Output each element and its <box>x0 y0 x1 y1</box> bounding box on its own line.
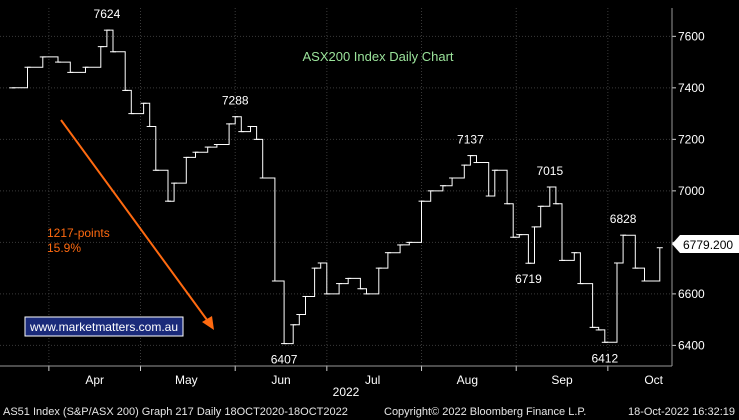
decline-arrow-head <box>202 316 214 330</box>
price-line <box>12 29 661 345</box>
y-tick-label: 7200 <box>678 132 705 146</box>
footer-bar: AS51 Index (S&P/ASX 200) Graph 217 Daily… <box>0 404 739 420</box>
x-tick-label: Jul <box>365 373 380 387</box>
x-tick-label: May <box>175 373 198 387</box>
last-value-tag: 6779.200 <box>672 235 739 253</box>
y-tick-label: 6400 <box>678 338 705 352</box>
peak-label: 7624 <box>94 7 121 21</box>
y-tick-label: 7000 <box>678 184 705 198</box>
peak-label: 7137 <box>457 133 484 147</box>
arrow-label-percent: 15.9% <box>47 241 81 255</box>
chart-background <box>0 0 739 404</box>
last-value-tag-shape <box>672 235 739 253</box>
x-tick-label: Oct <box>644 373 663 387</box>
peak-label: 6412 <box>591 351 618 365</box>
x-tick-label: Sep <box>551 373 573 387</box>
watermark-text: www.marketmatters.com.au <box>29 320 178 334</box>
y-tick-label: 6600 <box>678 287 705 301</box>
x-tick-label: Jun <box>271 373 290 387</box>
decline-arrow-line <box>60 119 211 325</box>
chart-title: ASX200 Index Daily Chart <box>302 49 453 64</box>
peak-label: 6407 <box>271 353 298 367</box>
x-tick-label: Aug <box>457 373 478 387</box>
y-axis-ticks: 6400660068007000720074007600 <box>671 8 705 366</box>
arrow-label-points: 1217-points <box>47 226 110 240</box>
peak-label: 6719 <box>515 272 542 286</box>
x-axis-ticks: Apr May Jun Jul Aug Sep Oct <box>0 365 672 387</box>
peak-label: 6828 <box>610 212 637 226</box>
footer-series-info: AS51 Index (S&P/ASX 200) Graph 217 Daily… <box>3 406 348 418</box>
price-series <box>9 29 663 345</box>
peak-label: 7015 <box>536 164 563 178</box>
year-label: 2022 <box>333 385 360 399</box>
y-tick-label: 7600 <box>678 29 705 43</box>
peak-label: 7288 <box>222 94 249 108</box>
footer-timestamp: 18-Oct-2022 16:32:19 <box>627 406 735 418</box>
footer-copyright: Copyright© 2022 Bloomberg Finance L.P. <box>384 406 587 418</box>
annotations: 7624 7288 6407 7137 7015 6719 6828 6412 <box>60 7 637 367</box>
last-value-label: 6779.200 <box>683 238 733 252</box>
y-tick-label: 7400 <box>678 81 705 95</box>
x-tick-label: Apr <box>85 373 104 387</box>
watermark-box <box>24 316 184 337</box>
